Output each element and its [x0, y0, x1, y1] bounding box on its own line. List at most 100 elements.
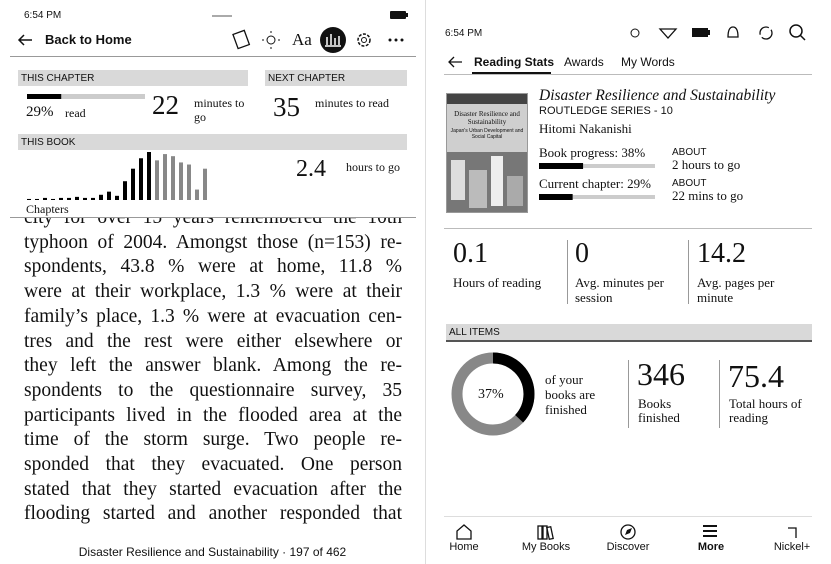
chapter-bar [155, 160, 159, 200]
divider [444, 516, 812, 517]
section-header: THIS CHAPTER [18, 70, 248, 86]
chapter-bar [163, 154, 167, 200]
separator [628, 360, 629, 428]
chapter-percent: 29% [26, 104, 54, 120]
chapters-chart [27, 152, 207, 200]
tab[interactable]: Reading Stats [474, 55, 555, 69]
chapter-bar [187, 164, 191, 200]
separator [688, 240, 689, 304]
status-icons [630, 24, 806, 41]
book-progress [539, 163, 655, 169]
font-button[interactable]: Aa [292, 30, 312, 49]
chapter-bar [115, 195, 119, 200]
text-line: stated that they started evacuation afte… [24, 478, 402, 500]
cover-subtitle: Japan's Urban Development and Social Cap… [450, 128, 524, 140]
page-text: city for over 15 years remembered the 10… [0, 218, 416, 538]
nav-item[interactable]: My Books [521, 541, 571, 553]
nav-icons [456, 524, 797, 541]
chapter-progress-label: Current chapter: 29% [539, 176, 651, 191]
separator [567, 240, 568, 304]
section-header: NEXT CHAPTER [265, 70, 407, 86]
hours-label: Total hours of reading [729, 396, 802, 425]
progress-fill [27, 94, 62, 99]
hours-value: 2.4 [296, 156, 326, 182]
status-time: 6:54 PM [24, 10, 62, 21]
chapter-bar [75, 196, 79, 200]
hours-value: 75.4 [728, 358, 784, 394]
text-line: participants lived in the flooded area a… [24, 404, 402, 426]
chapter-bar [91, 197, 95, 200]
text-line: tres and the rest were either elsewhere … [24, 330, 402, 352]
back-arrow[interactable] [446, 54, 464, 70]
chapter-remaining: 22 mins to go [672, 188, 744, 203]
section-header: ALL ITEMS [446, 324, 812, 342]
finished-label: of your books are finished [545, 372, 596, 417]
nav-item[interactable]: More [697, 541, 725, 553]
next-minutes: 35 [273, 92, 300, 122]
metric-label: Hours of reading [453, 275, 542, 290]
donut-label: 37% [478, 387, 504, 402]
divider [10, 56, 416, 57]
text-line: flooding started and another responded t… [24, 503, 402, 525]
books-value: 346 [637, 356, 685, 392]
page-footer: Disaster Resilience and Sustainability ·… [78, 545, 347, 559]
chapter-bar [195, 189, 199, 200]
text-line: time of the storm surge. Two people re- [24, 429, 402, 451]
metric-value: 0 [575, 238, 589, 269]
chapter-bar [27, 198, 31, 200]
metric-value: 14.2 [697, 238, 746, 269]
toolbar-icons [232, 27, 404, 53]
back-arrow[interactable] [16, 32, 34, 48]
donut-chart [451, 352, 535, 436]
chapter-bar [171, 156, 175, 200]
panel-divider [425, 0, 426, 564]
hours-label: hours to go [346, 160, 400, 174]
text-line: were at their workplace, 1.3 % were at t… [24, 281, 402, 303]
section-header: THIS BOOK [18, 134, 407, 150]
status-icons [212, 11, 408, 19]
text-line: typhoon of 2004. Amongst those (n=153) r… [24, 231, 402, 253]
next-minutes-label: minutes to read [315, 96, 389, 110]
metric-label: Avg. pages per minute [697, 275, 775, 305]
divider [444, 228, 812, 229]
chapter-bar [131, 168, 135, 200]
chapter-bar [35, 198, 39, 200]
read-label: read [65, 106, 86, 120]
text-line: they left the answer blank. Among the re… [24, 355, 402, 377]
text-line: city for over 15 years remembered the 10… [24, 218, 402, 230]
chart-label: Chapters [26, 202, 69, 216]
tab[interactable]: My Words [621, 55, 675, 69]
book-progress-label: Book progress: 38% [539, 145, 646, 160]
progress-fill [539, 163, 584, 169]
text-line: spondents, 43.8 % were at home, 11.8 % [24, 256, 402, 278]
divider [10, 217, 416, 218]
text-line: family’s place, 1.3 % were at evacuation… [24, 305, 402, 327]
nav-item[interactable]: Home [449, 541, 479, 553]
chapter-bar [139, 158, 143, 200]
book-remaining: 2 hours to go [672, 157, 741, 172]
progress-fill [539, 194, 573, 200]
nav-item[interactable]: Discover [606, 541, 650, 553]
chapter-bar [203, 168, 207, 200]
cover-title: Disaster Resilience and Sustainability [454, 110, 520, 126]
chapter-progress [27, 94, 145, 99]
back-button[interactable]: Back to Home [45, 32, 132, 47]
text-line: spondents to the questionnaire survey, 3… [24, 379, 402, 401]
chapter-bar [51, 198, 55, 200]
chapter-bar [83, 197, 87, 200]
book-title: Disaster Resilience and Sustainability [539, 87, 776, 104]
donut-arc [451, 352, 535, 436]
chapter-bar [43, 197, 47, 200]
book-cover: Disaster Resilience and Sustainability J… [446, 93, 528, 213]
chapter-progress [539, 194, 655, 200]
books-label: Books finished [638, 396, 680, 425]
nav-item[interactable]: Nickel+ [773, 541, 811, 553]
chapter-bar [123, 181, 127, 200]
chapter-bar [67, 197, 71, 200]
about: ABOUT [672, 147, 707, 158]
status-time: 6:54 PM [445, 28, 483, 39]
cover-art [447, 152, 527, 212]
tab-underline [472, 72, 551, 74]
tab[interactable]: Awards [564, 55, 604, 69]
